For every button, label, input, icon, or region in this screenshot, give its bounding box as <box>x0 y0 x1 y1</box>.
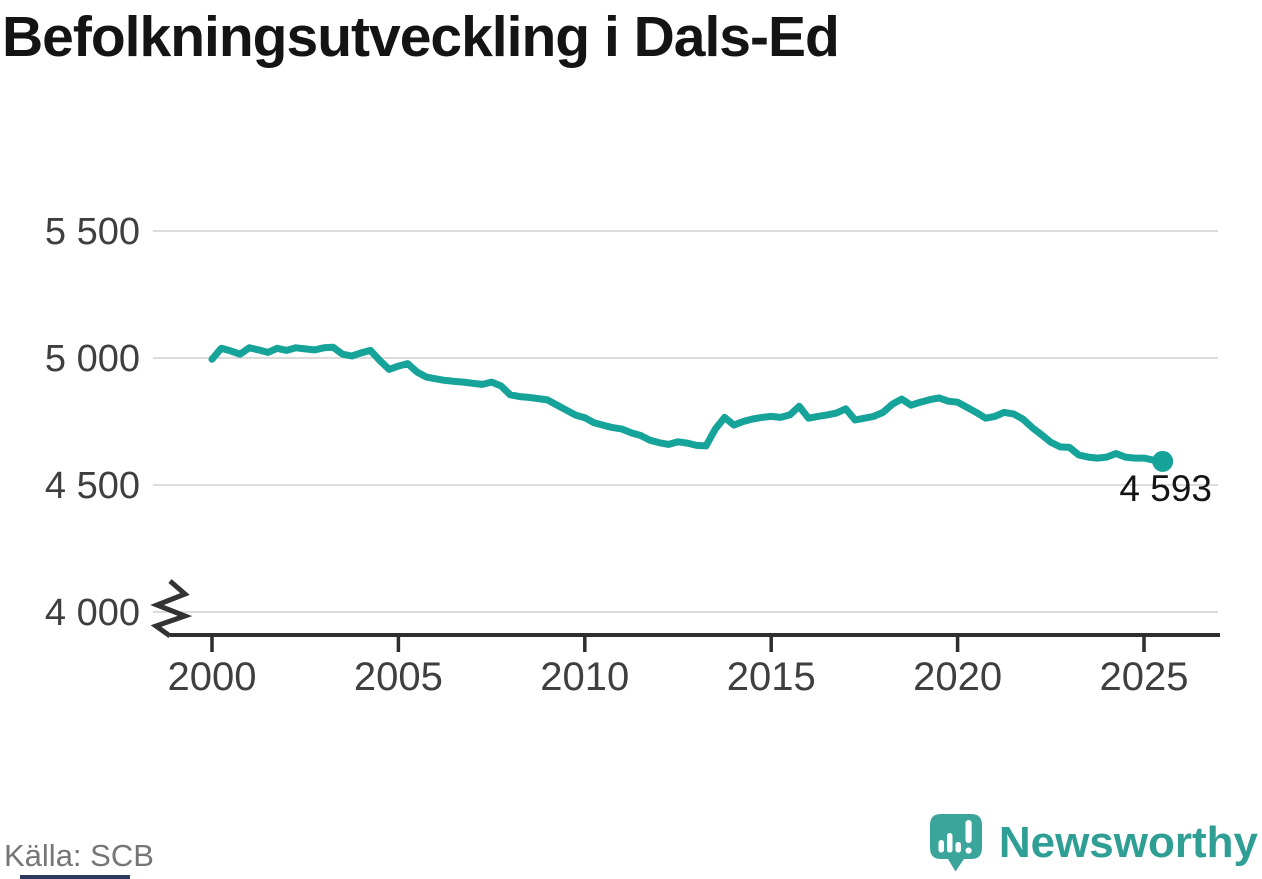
x-tick-label-2000: 2000 <box>168 655 257 699</box>
y-tick-label-4500: 4 500 <box>45 465 140 507</box>
y-tick-label-5000: 5 000 <box>45 338 140 380</box>
y-tick-label-4000: 4 000 <box>45 592 140 634</box>
last-point-marker <box>1152 450 1174 472</box>
newsworthy-wordmark: Newsworthy <box>998 818 1258 867</box>
newsworthy-bubble-chart-icon <box>929 814 982 872</box>
x-tick-label-2020: 2020 <box>913 655 1002 699</box>
chart-title: Befolkningsutveckling i Dals-Ed <box>2 5 840 69</box>
x-tick-label-2010: 2010 <box>540 655 629 699</box>
population-series-line <box>208 343 1167 465</box>
y-axis-break-icon <box>150 579 193 639</box>
bottom-left-bar <box>20 875 130 879</box>
source-note: Källa: SCB <box>4 838 154 873</box>
y-tick-label-5500: 5 500 <box>45 211 140 253</box>
x-tick-label-2015: 2015 <box>727 655 816 699</box>
newsworthy-logo: Newsworthy <box>929 812 1258 874</box>
x-tick-label-2005: 2005 <box>354 655 443 699</box>
last-value-label: 4 593 <box>1119 468 1212 509</box>
x-tick-label-2025: 2025 <box>1100 655 1189 699</box>
